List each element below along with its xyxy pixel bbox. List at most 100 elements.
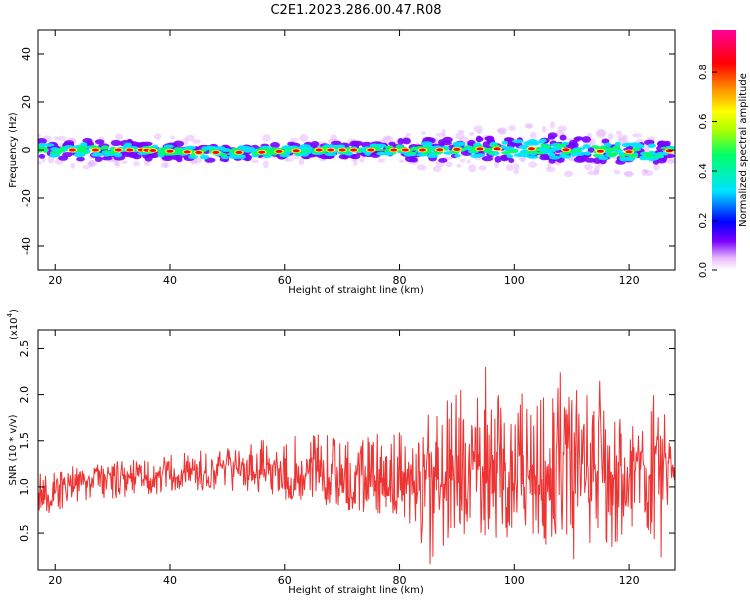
heatmap-cell — [76, 156, 85, 162]
x-tick-label: 120 — [619, 274, 640, 287]
heatmap-cell — [157, 154, 165, 158]
colorbar-gradient — [712, 30, 736, 270]
heatmap-cell — [469, 131, 475, 136]
heatmap-cell — [547, 162, 552, 170]
x-tick-label: 40 — [163, 274, 177, 287]
heatmap-cell — [634, 144, 645, 149]
heatmap-cell — [473, 125, 484, 133]
heatmap-cell — [455, 132, 465, 140]
heatmap-cell — [665, 145, 675, 150]
x-tick-label: 120 — [619, 574, 640, 587]
heatmap-cell — [583, 163, 593, 171]
heatmap-cell — [605, 147, 612, 151]
heatmap-cell — [569, 139, 578, 146]
heatmap-cell — [397, 138, 404, 145]
heatmap-peak — [327, 148, 335, 152]
heatmap-cell — [420, 131, 426, 135]
heatmap-cell — [633, 147, 641, 152]
heatmap-cell — [513, 168, 520, 175]
heatmap-peak — [315, 148, 323, 152]
heatmap-peak — [562, 148, 570, 152]
heatmap-cell — [613, 169, 621, 175]
heatmap-cell — [463, 145, 473, 148]
heatmap-cell — [110, 139, 122, 147]
heatmap-cell — [482, 141, 490, 148]
heatmap-cell — [262, 134, 271, 142]
heatmap-cell — [501, 140, 509, 145]
heatmap-cell — [426, 154, 439, 158]
heatmap-peak — [149, 149, 157, 152]
spectrogram-heatmap — [38, 121, 675, 178]
heatmap-peak — [436, 148, 444, 152]
heatmap-cell — [468, 164, 477, 173]
x-tick-label: 20 — [48, 274, 62, 287]
heatmap-cell — [289, 138, 299, 142]
heatmap-cell — [505, 164, 514, 172]
heatmap-cell — [121, 160, 128, 164]
heatmap-cell — [56, 150, 62, 155]
heatmap-cell — [405, 132, 412, 137]
heatmap-cell — [187, 154, 199, 159]
heatmap-cell — [219, 153, 228, 157]
heatmap-cell — [647, 143, 656, 148]
heatmap-peak — [195, 150, 203, 154]
heatmap-cell — [359, 156, 365, 163]
y-tick-label: 2.5 — [18, 340, 31, 358]
heatmap-peak — [212, 150, 220, 154]
heatmap-cell — [164, 162, 170, 168]
heatmap-cell — [133, 161, 141, 167]
spectrogram-xlabel: Height of straight line (km) — [288, 285, 424, 296]
heatmap-cell — [454, 154, 461, 158]
svg-text:(x104): (x104) — [6, 309, 20, 340]
heatmap-cell — [604, 142, 612, 148]
heatmap-cell — [286, 147, 291, 152]
heatmap-cell — [478, 165, 487, 171]
heatmap-cell — [442, 136, 453, 143]
snr-multiplier-exp: 4 — [6, 312, 14, 317]
x-tick-label: 40 — [163, 574, 177, 587]
heatmap-cell — [570, 152, 578, 157]
heatmap-cell — [466, 160, 471, 164]
heatmap-cell — [475, 136, 484, 142]
heatmap-cell — [559, 134, 567, 141]
heatmap-peak — [338, 148, 346, 152]
heatmap-peak — [114, 148, 122, 152]
colorbar-tick-label: 0.6 — [698, 114, 709, 130]
heatmap-cell — [505, 146, 515, 150]
heatmap-cell — [550, 121, 555, 129]
heatmap-cell — [521, 152, 530, 158]
heatmap-peak — [453, 147, 461, 151]
colorbar-tick-label: 0.8 — [698, 64, 709, 80]
colorbar-tick-label: 0.2 — [698, 213, 709, 229]
heatmap-cell — [501, 151, 511, 155]
heatmap-cell — [330, 134, 337, 141]
heatmap-cell — [438, 158, 448, 163]
heatmap-cell — [563, 170, 574, 178]
heatmap-cell — [190, 152, 196, 157]
heatmap-cell — [595, 130, 606, 138]
heatmap-peak — [91, 148, 99, 152]
heatmap-cell — [324, 152, 337, 157]
heatmap-cell — [70, 162, 76, 169]
heatmap-peak — [476, 147, 484, 151]
heatmap-cell — [81, 151, 89, 154]
heatmap-cell — [382, 135, 392, 144]
y-tick-label: 40 — [20, 47, 33, 61]
heatmap-cell — [63, 145, 74, 149]
heatmap-cell — [592, 153, 603, 157]
heatmap-cell — [190, 160, 197, 165]
snr-multiplier: (x104) — [6, 309, 20, 340]
snr-xlabel: Height of straight line (km) — [288, 585, 424, 596]
heatmap-cell — [506, 154, 514, 159]
y-tick-label: 1.5 — [18, 432, 31, 450]
y-tick-label: -40 — [20, 237, 33, 255]
heatmap-cell — [270, 142, 280, 149]
heatmap-peak — [367, 148, 375, 152]
heatmap-peak — [596, 149, 604, 153]
heatmap-cell — [591, 145, 599, 149]
heatmap-cell — [407, 151, 417, 155]
heatmap-cell — [512, 139, 524, 144]
heatmap-cell — [527, 155, 539, 159]
heatmap-cell — [540, 143, 546, 147]
